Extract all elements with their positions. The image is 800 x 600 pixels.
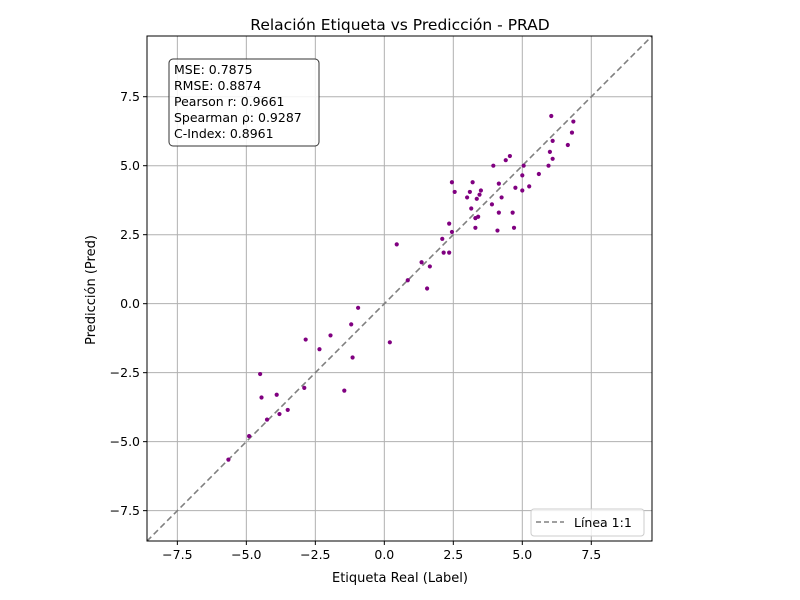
stats-rmse: RMSE: 0.8874: [174, 78, 261, 93]
scatter-point: [547, 149, 552, 155]
scatter-point: [549, 113, 554, 119]
scatter-point: [503, 158, 508, 163]
scatter-point: [277, 411, 282, 417]
scatter-point: [476, 214, 481, 219]
chart-title: Relación Etiqueta vs Predicción - PRAD: [250, 16, 550, 34]
y-tick-label: 5.0: [120, 158, 140, 173]
scatter-point: [546, 163, 551, 168]
scatter-point: [387, 340, 392, 345]
scatter-point: [259, 395, 264, 400]
scatter-point: [349, 322, 354, 327]
legend-entry-label: Línea 1:1: [574, 515, 632, 530]
stats-cindex: C-Index: 0.8961: [174, 126, 274, 141]
scatter-point: [264, 417, 270, 422]
scatter-point: [449, 229, 455, 235]
scatter-point: [550, 138, 555, 143]
scatter-point: [427, 264, 432, 269]
scatter-point: [441, 250, 446, 255]
scatter-point: [496, 210, 501, 215]
scatter-point: [469, 206, 474, 211]
scatter-point: [569, 130, 575, 135]
scatter-point: [507, 153, 512, 159]
scatter-point: [302, 385, 307, 390]
scatter-point: [452, 189, 457, 195]
y-tick-label: 0.0: [120, 296, 140, 311]
scatter-point: [226, 457, 231, 462]
scatter-point: [350, 355, 355, 360]
y-tick-label: −7.5: [110, 503, 140, 518]
scatter-point: [510, 210, 515, 215]
scatter-point: [465, 195, 470, 200]
scatter-point: [447, 221, 452, 226]
stats-mse: MSE: 0.7875: [174, 62, 253, 77]
stats-pearson: Pearson r: 0.9661: [174, 94, 284, 109]
scatter-point: [394, 242, 399, 247]
scatter-point: [478, 188, 484, 193]
scatter-point: [424, 286, 430, 291]
scatter-point: [477, 192, 482, 197]
stats-spearman: Spearman ρ: 0.9287: [174, 110, 302, 125]
scatter-point: [317, 347, 322, 352]
stats-box-frame: [168, 58, 320, 147]
scatter-point: [571, 119, 576, 124]
x-tick-label: −7.5: [162, 547, 192, 562]
y-axis-label: Predicción (Pred): [84, 235, 99, 345]
scatter-point: [285, 407, 290, 413]
scatter-point: [440, 236, 445, 241]
x-tick-label: 5.0: [512, 547, 532, 562]
scatter-point: [565, 142, 570, 148]
stats-box: MSE: 0.7875 RMSE: 0.8874 Pearson r: 0.96…: [168, 58, 320, 147]
scatter-point: [550, 156, 555, 161]
scatter-point: [258, 371, 263, 377]
y-tick-label: −5.0: [110, 434, 140, 449]
scatter-point: [495, 228, 500, 233]
x-tick-label: 2.5: [443, 547, 463, 562]
scatter-point: [491, 163, 496, 168]
scatter-point: [447, 250, 452, 255]
scatter-point: [247, 434, 252, 439]
scatter-point: [521, 163, 526, 168]
identity-line: [146, 35, 653, 542]
scatter-point: [489, 202, 495, 207]
plot-frame: [146, 35, 653, 542]
scatter-point: [467, 189, 472, 195]
scatter-point: [527, 184, 532, 189]
scatter-point: [520, 188, 525, 193]
x-tick-label: −2.5: [300, 547, 330, 562]
legend-frame: [530, 508, 645, 537]
scatter-point: [520, 173, 525, 178]
scatter-point: [513, 185, 518, 190]
scatter-point: [536, 171, 541, 177]
axis-ticks: −7.5 −5.0 −2.5 0.0 2.5 5.0 7.5 −7.5 −5.0 −2.5 0.0 2…: [110, 89, 602, 562]
y-tick-label: −2.5: [110, 365, 140, 380]
scatter-point: [274, 392, 279, 397]
x-tick-label: 0.0: [374, 547, 394, 562]
scatter-point: [449, 180, 455, 185]
plot-area: [146, 35, 653, 542]
y-tick-label: 2.5: [120, 227, 140, 242]
scatter-point: [405, 278, 410, 283]
scatter-point: [496, 181, 501, 186]
legend: Línea 1:1: [530, 508, 645, 537]
scatter-point: [499, 195, 504, 200]
y-tick-label: 7.5: [120, 89, 140, 104]
scatter-point: [511, 225, 517, 230]
scatter-point: [419, 260, 424, 265]
scatter-point: [328, 333, 333, 338]
scatter-point: [470, 180, 475, 185]
x-tick-label: 7.5: [581, 547, 601, 562]
scatter-point: [342, 388, 347, 393]
scatter-point: [356, 305, 361, 310]
x-axis-label: Etiqueta Real (Label): [332, 571, 468, 586]
x-tick-label: −5.0: [231, 547, 261, 562]
scatter-point: [303, 337, 308, 342]
scatter-point: [474, 196, 479, 201]
scatter-point: [473, 225, 478, 230]
